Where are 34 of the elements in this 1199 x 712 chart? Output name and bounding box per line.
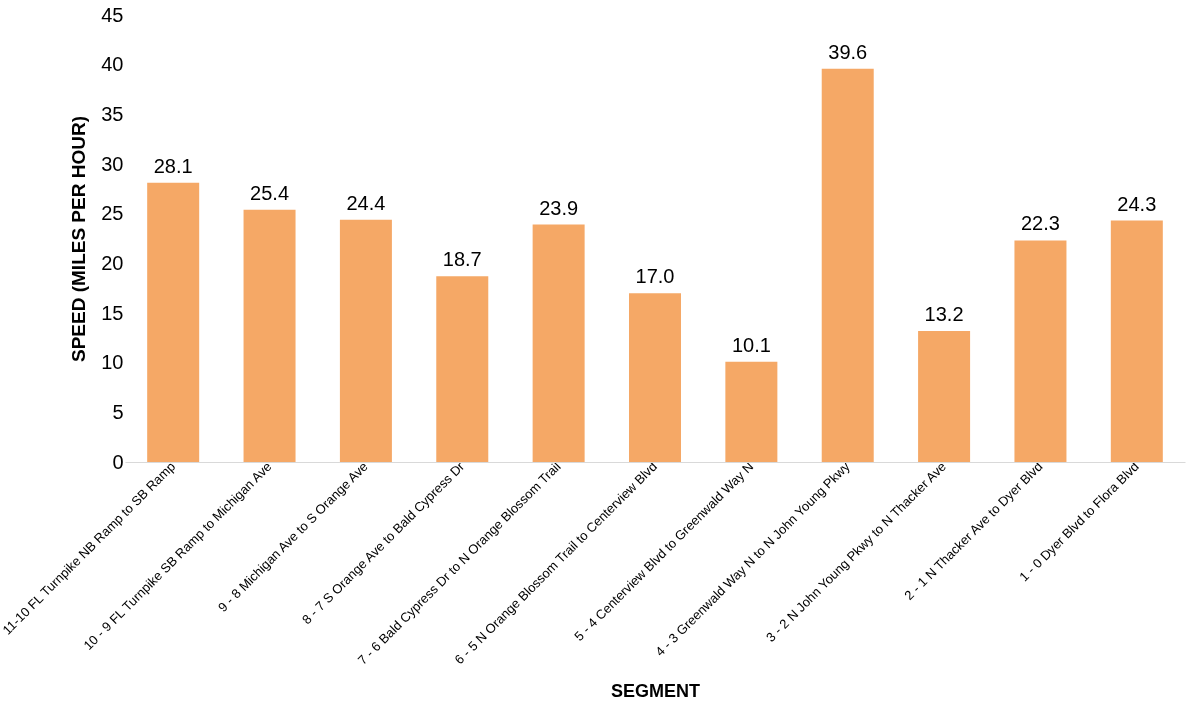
- bar: [629, 293, 681, 462]
- bar: [147, 182, 200, 462]
- data-label: 17.0: [635, 265, 675, 288]
- bar: [532, 224, 585, 462]
- bar: [1110, 220, 1163, 462]
- bar: [821, 68, 874, 462]
- y-tick-label: 25: [101, 202, 124, 225]
- bar: [1014, 240, 1067, 462]
- data-label: 10.1: [731, 333, 771, 356]
- y-tick-label: 30: [101, 152, 124, 175]
- data-label: 23.9: [539, 196, 579, 219]
- data-label: 28.1: [153, 154, 193, 177]
- bar: [725, 361, 778, 462]
- data-label: 39.6: [828, 40, 868, 63]
- y-tick-label: 10: [101, 351, 124, 374]
- bar: [339, 219, 392, 462]
- y-tick-label: 0: [112, 450, 124, 473]
- y-tick-label: 35: [101, 102, 124, 125]
- data-label: 24.4: [346, 191, 386, 214]
- y-tick-label: 45: [101, 3, 124, 26]
- bar: [243, 209, 296, 462]
- data-label: 18.7: [442, 248, 482, 271]
- y-tick-label: 20: [101, 251, 124, 274]
- data-label: 13.2: [924, 302, 964, 325]
- y-tick-label: 5: [112, 400, 124, 423]
- bar: [436, 276, 489, 462]
- data-label: 24.3: [1117, 192, 1157, 215]
- y-axis-title: SPEED (MILES PER HOUR): [68, 116, 90, 362]
- x-axis-title: SEGMENT: [610, 680, 701, 701]
- data-label: 25.4: [250, 181, 290, 204]
- y-tick-label: 40: [101, 53, 124, 76]
- bar: [918, 330, 971, 462]
- data-label: 22.3: [1020, 212, 1060, 235]
- y-tick-label: 15: [101, 301, 124, 324]
